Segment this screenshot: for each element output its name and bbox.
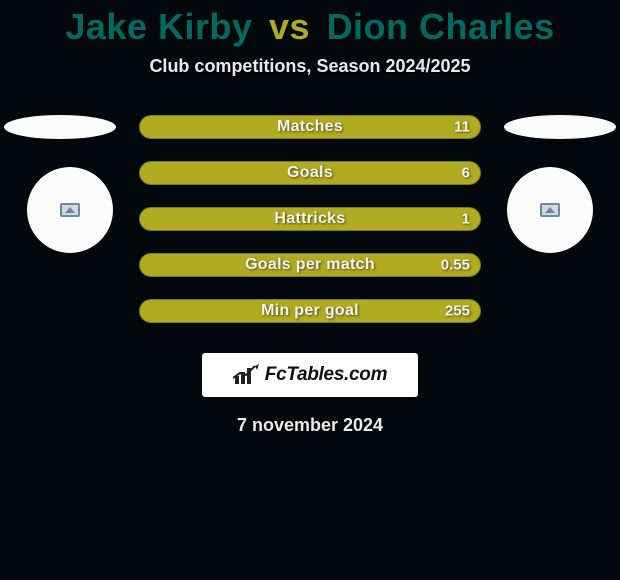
page-title: Jake Kirby vs Dion Charles [0,0,620,48]
footer-date: 7 november 2024 [0,415,620,436]
stat-bars: Matches 11 Goals 6 Hattricks 1 Goals per… [139,115,481,323]
bar-chart-icon [233,364,259,386]
image-placeholder-icon [60,203,80,217]
right-player-badge [507,167,593,253]
right-player-ellipse [504,115,616,139]
vs-label: vs [269,6,310,47]
stat-right-value: 11 [454,119,470,136]
brand-badge: FcTables.com [202,353,418,397]
stat-right-value: 1 [462,211,470,228]
stat-bar-matches: Matches 11 [139,115,481,139]
image-placeholder-icon [540,203,560,217]
stat-right-value: 255 [445,303,470,320]
comparison-stage: Matches 11 Goals 6 Hattricks 1 Goals per… [0,115,620,323]
stat-label: Matches [277,118,343,136]
stat-right-value: 6 [462,165,470,182]
stat-label: Goals per match [245,256,375,274]
stat-bar-goals: Goals 6 [139,161,481,185]
subtitle: Club competitions, Season 2024/2025 [0,56,620,77]
stat-label: Min per goal [261,302,359,320]
left-player-badge [27,167,113,253]
left-player-ellipse [4,115,116,139]
stat-label: Goals [287,164,333,182]
stat-bar-goals-per-match: Goals per match 0.55 [139,253,481,277]
player1-name: Jake Kirby [65,6,252,47]
stat-label: Hattricks [274,210,345,228]
stat-bar-min-per-goal: Min per goal 255 [139,299,481,323]
stat-bar-hattricks: Hattricks 1 [139,207,481,231]
stat-right-value: 0.55 [441,257,470,274]
brand-text: FcTables.com [265,364,387,386]
player2-name: Dion Charles [327,6,555,47]
